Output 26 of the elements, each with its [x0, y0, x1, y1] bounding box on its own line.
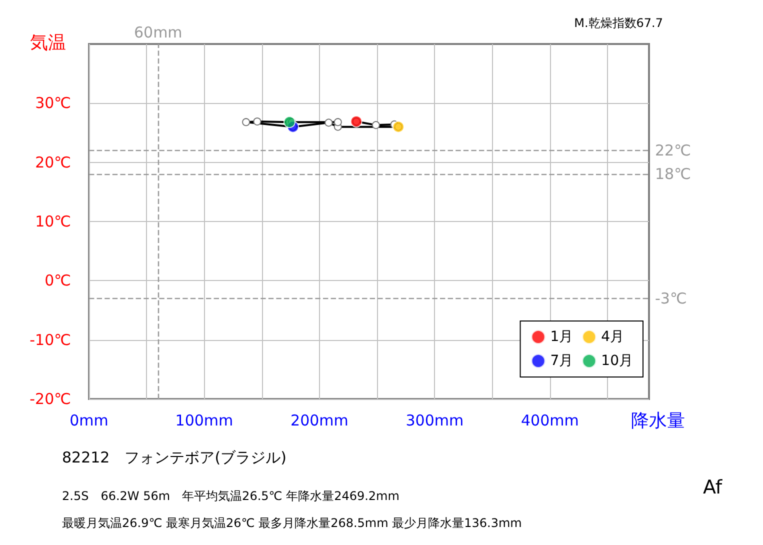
y-tick-label: -10℃	[30, 330, 71, 349]
text: M.乾燥指数67.7	[574, 16, 664, 30]
y-tick-label: -20℃	[30, 390, 71, 408]
text: Af	[703, 476, 724, 498]
text: 最暖月気温26.9℃ 最寒月気温26℃ 最多月降水量268.5mm 最少月降水量136.3mm	[62, 516, 522, 530]
ref-line-label: 18℃	[655, 165, 691, 184]
x-tick-label: 100mm	[175, 412, 234, 430]
x-tick-label: 300mm	[406, 412, 464, 430]
legend-label: 10月	[601, 353, 634, 369]
y-tick-label: 10℃	[35, 212, 71, 230]
x-axis-title: 降水量	[631, 410, 685, 432]
y-tick-label: 20℃	[35, 153, 71, 172]
y-tick-label: 30℃	[35, 94, 71, 112]
x-tick-label: 200mm	[290, 412, 348, 430]
ref-line-label: 22℃	[655, 142, 691, 160]
x-tick-label: 400mm	[520, 412, 579, 430]
text: 2.5S 66.2W 56m 年平均気温26.5℃ 年降水量2469.2mm	[62, 489, 400, 503]
y-tick-label: 0℃	[44, 272, 71, 290]
legend-label: 1月	[550, 329, 574, 345]
legend-label: 4月	[601, 329, 624, 345]
text: 82212 フォンテボア(ブラジル)	[62, 448, 286, 466]
y-axis-title: 気温	[30, 32, 66, 54]
ref-line-label: 60mm	[134, 24, 182, 42]
ref-line-label: -3℃	[655, 289, 687, 308]
x-tick-label: 0mm	[70, 412, 108, 430]
legend-label: 7月	[550, 353, 574, 369]
